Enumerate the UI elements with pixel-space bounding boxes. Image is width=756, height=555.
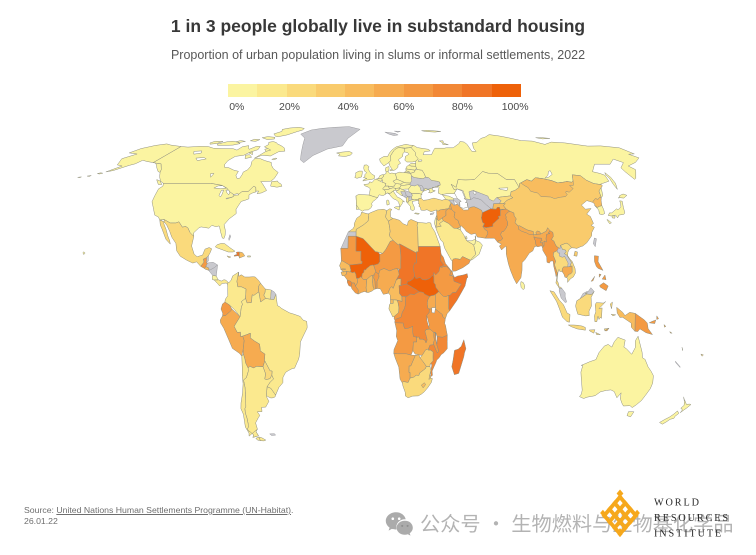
svg-text:RESOURCES: RESOURCES bbox=[654, 513, 730, 524]
svg-text:INSTITUTE: INSTITUTE bbox=[654, 528, 723, 539]
svg-text:WORLD: WORLD bbox=[654, 498, 701, 509]
